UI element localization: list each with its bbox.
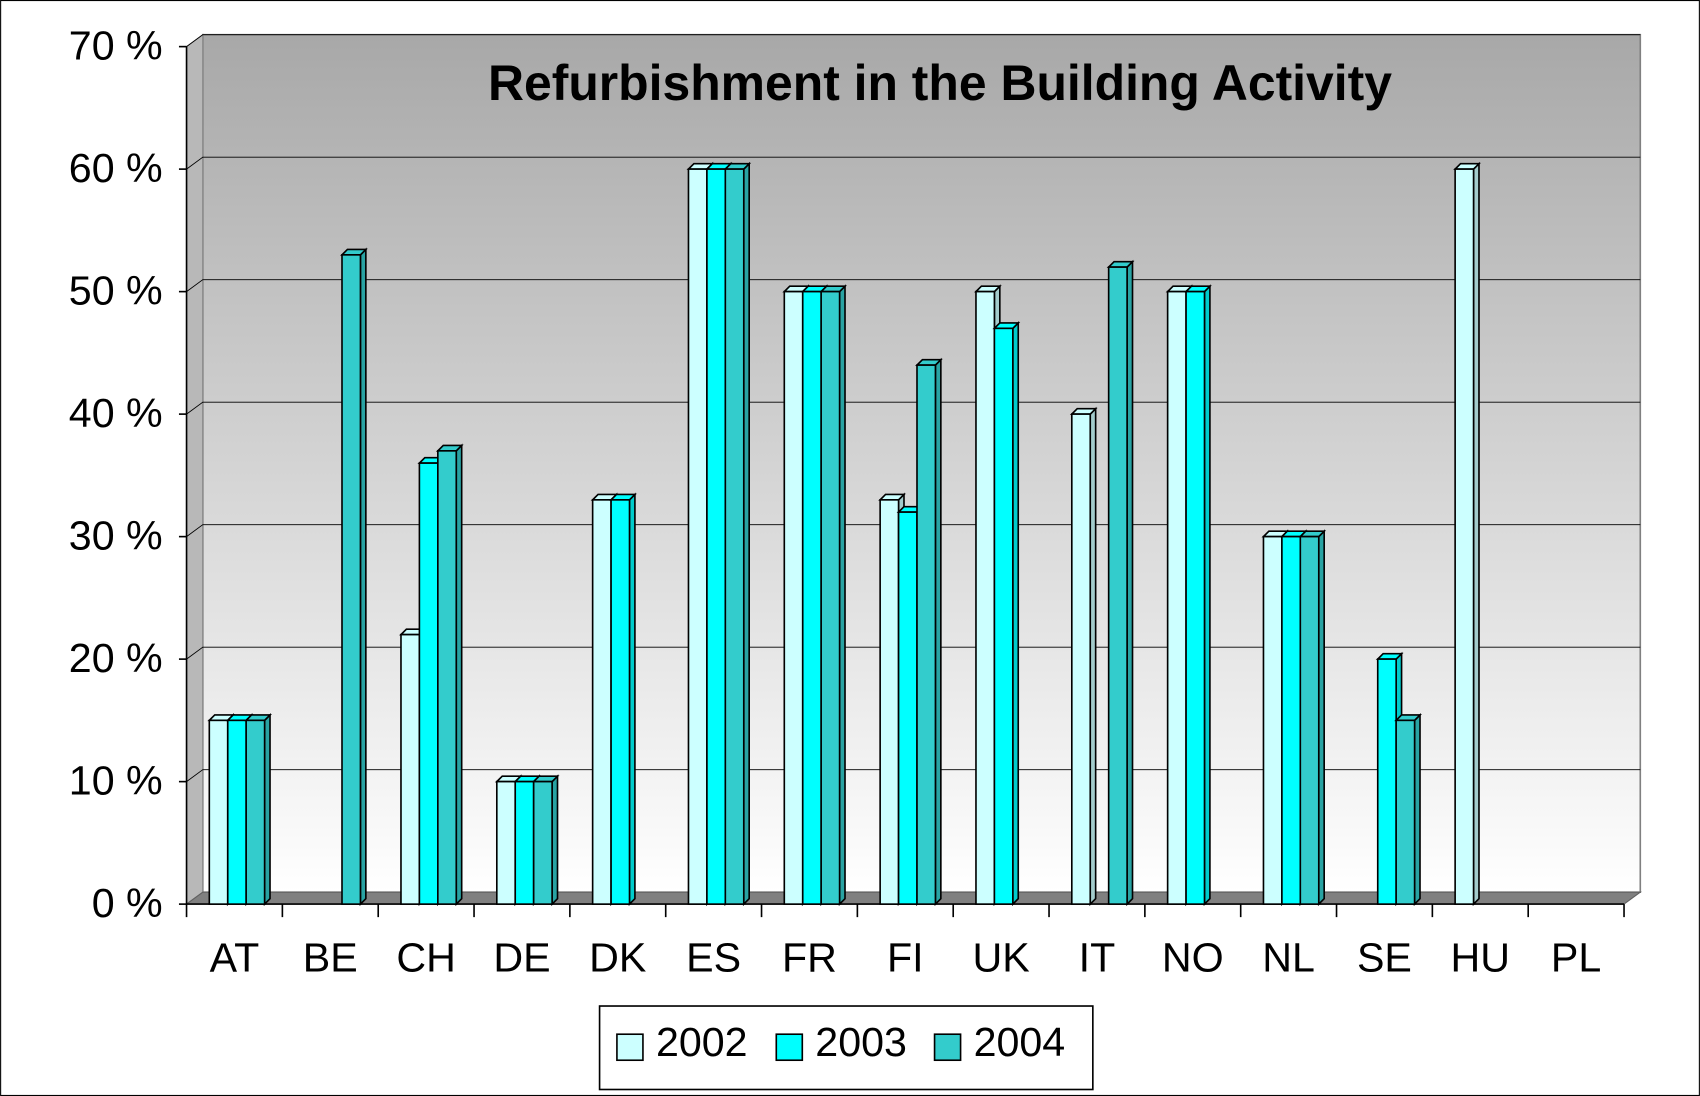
bar-front — [1281, 535, 1302, 905]
bar-front — [1166, 290, 1187, 905]
bar-front — [610, 499, 631, 905]
grid-line — [186, 524, 1641, 537]
y-tick-label: 50 % — [69, 268, 163, 314]
bar-front — [706, 168, 727, 905]
y-tick-label: 10 % — [69, 758, 163, 804]
y-tick-label: 30 % — [69, 513, 163, 559]
x-tick-label: BE — [303, 934, 358, 980]
legend-swatch — [775, 1033, 804, 1062]
bar-front — [975, 290, 996, 905]
bar-front — [1299, 535, 1320, 905]
legend-swatch — [616, 1033, 644, 1062]
bar-side — [1413, 712, 1421, 907]
bar — [1394, 712, 1422, 907]
grid-line — [186, 34, 1641, 47]
y-tick-label: 0 % — [92, 880, 163, 926]
bar-front — [1454, 168, 1475, 905]
y-tick-label: 20 % — [69, 635, 163, 681]
bar-front — [724, 168, 745, 905]
bar-front — [801, 290, 822, 905]
x-tick-label: PL — [1551, 934, 1601, 980]
bar — [1184, 284, 1212, 907]
bar-front — [437, 450, 458, 905]
x-tick-label: FI — [887, 934, 924, 980]
grid-line — [186, 156, 1641, 170]
bar-front — [226, 719, 247, 905]
bar — [1453, 161, 1481, 907]
bar-front — [514, 780, 535, 905]
bar-front — [993, 327, 1014, 905]
bar-front — [897, 511, 918, 905]
bar-front — [879, 499, 900, 905]
bar — [1298, 529, 1327, 907]
grid-line — [186, 279, 1641, 292]
bar — [723, 161, 752, 907]
bar-front — [916, 364, 937, 905]
bar-side — [1317, 529, 1325, 907]
plot-area: 0 % 10 % 20 % 30 % 40 % 50 % 60 % 70 % AT BE CH DE D… — [69, 23, 1642, 980]
x-tick-label: HU — [1451, 934, 1511, 980]
bar — [992, 320, 1021, 907]
bar-front — [1376, 658, 1397, 905]
bar-front — [1262, 535, 1283, 905]
bar-front — [1070, 413, 1092, 905]
legend-label: 2003 — [815, 1019, 907, 1065]
bar-top — [435, 444, 464, 452]
x-tick-label: DE — [493, 934, 550, 980]
chart-title: Refurbishment in the Building Activity — [488, 55, 1392, 111]
bar — [244, 712, 272, 907]
x-tick-label: DK — [589, 934, 647, 980]
x-tick-label: CH — [396, 934, 456, 980]
bar-front — [687, 168, 708, 905]
bar — [435, 443, 464, 907]
bar — [1069, 406, 1098, 907]
bar-front — [208, 719, 229, 905]
bar — [1106, 259, 1135, 907]
legend: 2002 2003 2004 — [598, 1005, 1094, 1091]
grid-line — [186, 769, 1641, 782]
bar — [609, 492, 637, 907]
legend-box — [598, 1005, 1094, 1091]
bar-top — [340, 248, 368, 256]
legend-swatch — [933, 1033, 962, 1062]
grid-line — [186, 401, 1641, 415]
bar-front — [1107, 266, 1128, 905]
grid-line — [186, 646, 1641, 660]
bar-front — [245, 719, 266, 905]
x-tick-label: UK — [973, 934, 1031, 980]
x-tick-label: IT — [1079, 934, 1116, 980]
bar-front — [820, 290, 841, 905]
y-tick-label: 60 % — [69, 145, 163, 191]
x-tick-label: AT — [210, 934, 260, 980]
x-tick-label: SE — [1357, 934, 1412, 980]
legend-label: 2002 — [656, 1019, 748, 1065]
bar-front — [532, 780, 553, 905]
bar-front — [1185, 290, 1206, 905]
bar — [915, 357, 943, 907]
bar — [340, 247, 368, 907]
y-tick-label: 40 % — [69, 390, 163, 436]
bar-front — [495, 780, 517, 905]
bar-front — [591, 499, 612, 905]
x-tick-label: NL — [1262, 934, 1315, 980]
y-tick-label: 70 % — [69, 23, 163, 69]
bar-front — [341, 254, 362, 905]
bar-front — [400, 633, 421, 905]
x-tick-label: FR — [782, 934, 837, 980]
bar-front — [1395, 719, 1416, 905]
x-tick-label: ES — [686, 934, 741, 980]
bar — [819, 284, 847, 907]
bar-front — [418, 462, 439, 905]
bar — [531, 774, 560, 907]
bar-front — [783, 290, 804, 905]
legend-label: 2004 — [974, 1019, 1066, 1065]
x-tick-label: NO — [1162, 934, 1224, 980]
side-wall — [186, 33, 204, 906]
